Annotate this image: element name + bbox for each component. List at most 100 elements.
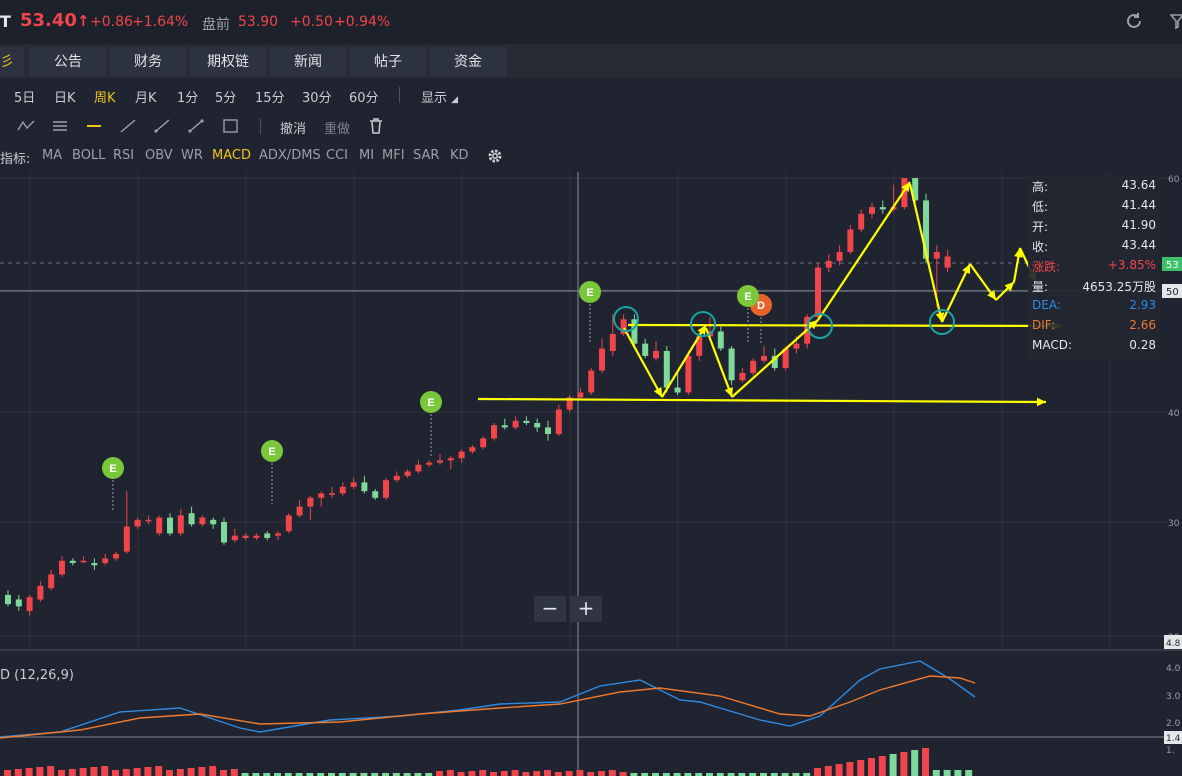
horizontal-line-icon[interactable]	[84, 118, 104, 134]
candle-body	[825, 260, 832, 268]
zoom-in-button[interactable]: +	[570, 596, 602, 622]
extended-line-icon[interactable]	[186, 118, 206, 134]
gear-icon[interactable]	[486, 147, 504, 165]
ray-line-icon[interactable]	[118, 118, 138, 134]
candle-body	[199, 517, 206, 525]
macd-histogram-bar	[554, 772, 562, 776]
info-high: 高: 43.64	[1032, 178, 1156, 194]
tab-financials[interactable]: 财务	[110, 47, 186, 77]
macd-histogram-bar	[101, 766, 109, 776]
candle-body	[167, 517, 173, 534]
rectangle-icon[interactable]	[222, 118, 240, 134]
candle-body	[858, 213, 865, 230]
candle-body	[145, 519, 152, 522]
candle-body	[501, 425, 508, 428]
indicator-ma[interactable]: MA	[42, 148, 63, 163]
macd-histogram-bar	[598, 771, 605, 776]
period-60min[interactable]: 60分	[349, 91, 379, 106]
indicator-kd[interactable]: KD	[450, 148, 469, 163]
macd-histogram-bar	[490, 772, 497, 776]
candle-body	[696, 336, 703, 356]
indicator-wr[interactable]: WR	[181, 148, 203, 163]
zoom-out-button[interactable]: −	[534, 596, 566, 622]
polyline-icon[interactable]	[16, 118, 36, 134]
candle-body	[912, 178, 919, 201]
period-15min[interactable]: 15分	[255, 91, 285, 106]
tab-news[interactable]: 新闻	[270, 47, 346, 77]
macd-histogram-bar	[716, 773, 724, 776]
user-drawings	[477, 181, 1063, 407]
quote-header: T 53.40↑ +0.86 +1.64% 盘前 53.90 +0.50 +0.…	[0, 0, 1182, 44]
segment-icon[interactable]	[152, 118, 172, 134]
period-5min[interactable]: 5分	[215, 91, 237, 106]
candle-body	[221, 522, 227, 543]
indicator-mi[interactable]: MI	[359, 148, 375, 163]
divider	[399, 87, 400, 103]
candle-body	[404, 471, 411, 476]
earnings-marker-label: E	[744, 291, 751, 303]
macd-histogram-bar	[295, 773, 303, 776]
last-price: 53.40↑	[20, 10, 90, 31]
candle-body	[113, 553, 119, 559]
candle-body	[534, 423, 541, 428]
indicator-cci[interactable]: CCI	[326, 148, 348, 163]
macd-histogram-bar	[522, 772, 530, 776]
indicator-mfi[interactable]: MFI	[382, 148, 405, 163]
candle-body	[545, 427, 551, 434]
candle-body	[933, 251, 940, 259]
indicator-rsi[interactable]: RSI	[113, 148, 135, 163]
candle-body	[26, 597, 33, 611]
candle-body	[447, 458, 454, 461]
macd-axis-label: 3.0	[1166, 692, 1181, 702]
macd-histogram-bar	[954, 770, 962, 776]
candle-body	[48, 574, 55, 589]
tab-capital-flow[interactable]: 资金	[430, 47, 506, 77]
refresh-icon[interactable]	[1124, 11, 1144, 31]
indicator-obv[interactable]: OBV	[145, 148, 173, 163]
info-macd: MACD: 0.28	[1032, 338, 1156, 352]
tab-options-chain[interactable]: 期权链	[190, 47, 266, 77]
macd-histogram-bar	[392, 773, 400, 776]
display-menu[interactable]: 显示 ◢	[421, 91, 459, 106]
macd-histogram-bar	[576, 770, 584, 776]
period-monthly[interactable]: 月K	[135, 91, 157, 106]
macd-histogram-bar	[360, 773, 368, 776]
parallel-lines-icon[interactable]	[50, 118, 70, 134]
macd-histogram-bar	[889, 754, 897, 776]
chart-grid	[0, 172, 1182, 776]
macd-histogram-bar	[868, 758, 875, 776]
dividend-marker-label: D	[757, 300, 765, 312]
candle-body	[728, 348, 735, 381]
tab-posts[interactable]: 帖子	[350, 47, 426, 77]
earnings-marker	[737, 285, 759, 307]
tab-announcements[interactable]: 公告	[30, 47, 106, 77]
trash-icon[interactable]	[368, 117, 384, 135]
period-weekly[interactable]: 周K	[94, 91, 116, 106]
redo-button[interactable]: 重做	[324, 122, 351, 137]
undo-button[interactable]: 撤消	[280, 122, 307, 137]
candle-body	[415, 464, 422, 472]
period-1min[interactable]: 1分	[177, 91, 199, 106]
indicator-boll[interactable]: BOLL	[72, 148, 106, 163]
drawing-arrow-head	[901, 182, 910, 192]
candle-body	[69, 560, 76, 564]
macd-histogram-bar	[500, 771, 508, 776]
macd-histogram-bar	[922, 748, 929, 776]
premarket-pct: +0.94%	[334, 14, 391, 30]
indicator-adx[interactable]: ADX/DMS	[259, 148, 321, 163]
indicator-macd[interactable]: MACD	[212, 148, 251, 163]
macd-histogram-bar	[749, 773, 757, 776]
macd-histogram-bar	[900, 752, 908, 776]
drawing-arrow	[731, 319, 819, 398]
highlight-circle	[807, 313, 833, 339]
tab-partial[interactable]: 彡	[0, 47, 24, 77]
period-5d[interactable]: 5日	[14, 91, 36, 106]
indicator-sar[interactable]: SAR	[413, 148, 440, 163]
period-daily[interactable]: 日K	[54, 91, 76, 106]
period-30min[interactable]: 30分	[302, 91, 332, 106]
filter-icon[interactable]	[1170, 12, 1182, 30]
highlight-circle	[690, 311, 716, 337]
info-close: 收: 43.44	[1032, 238, 1156, 254]
candle-body	[91, 563, 98, 566]
